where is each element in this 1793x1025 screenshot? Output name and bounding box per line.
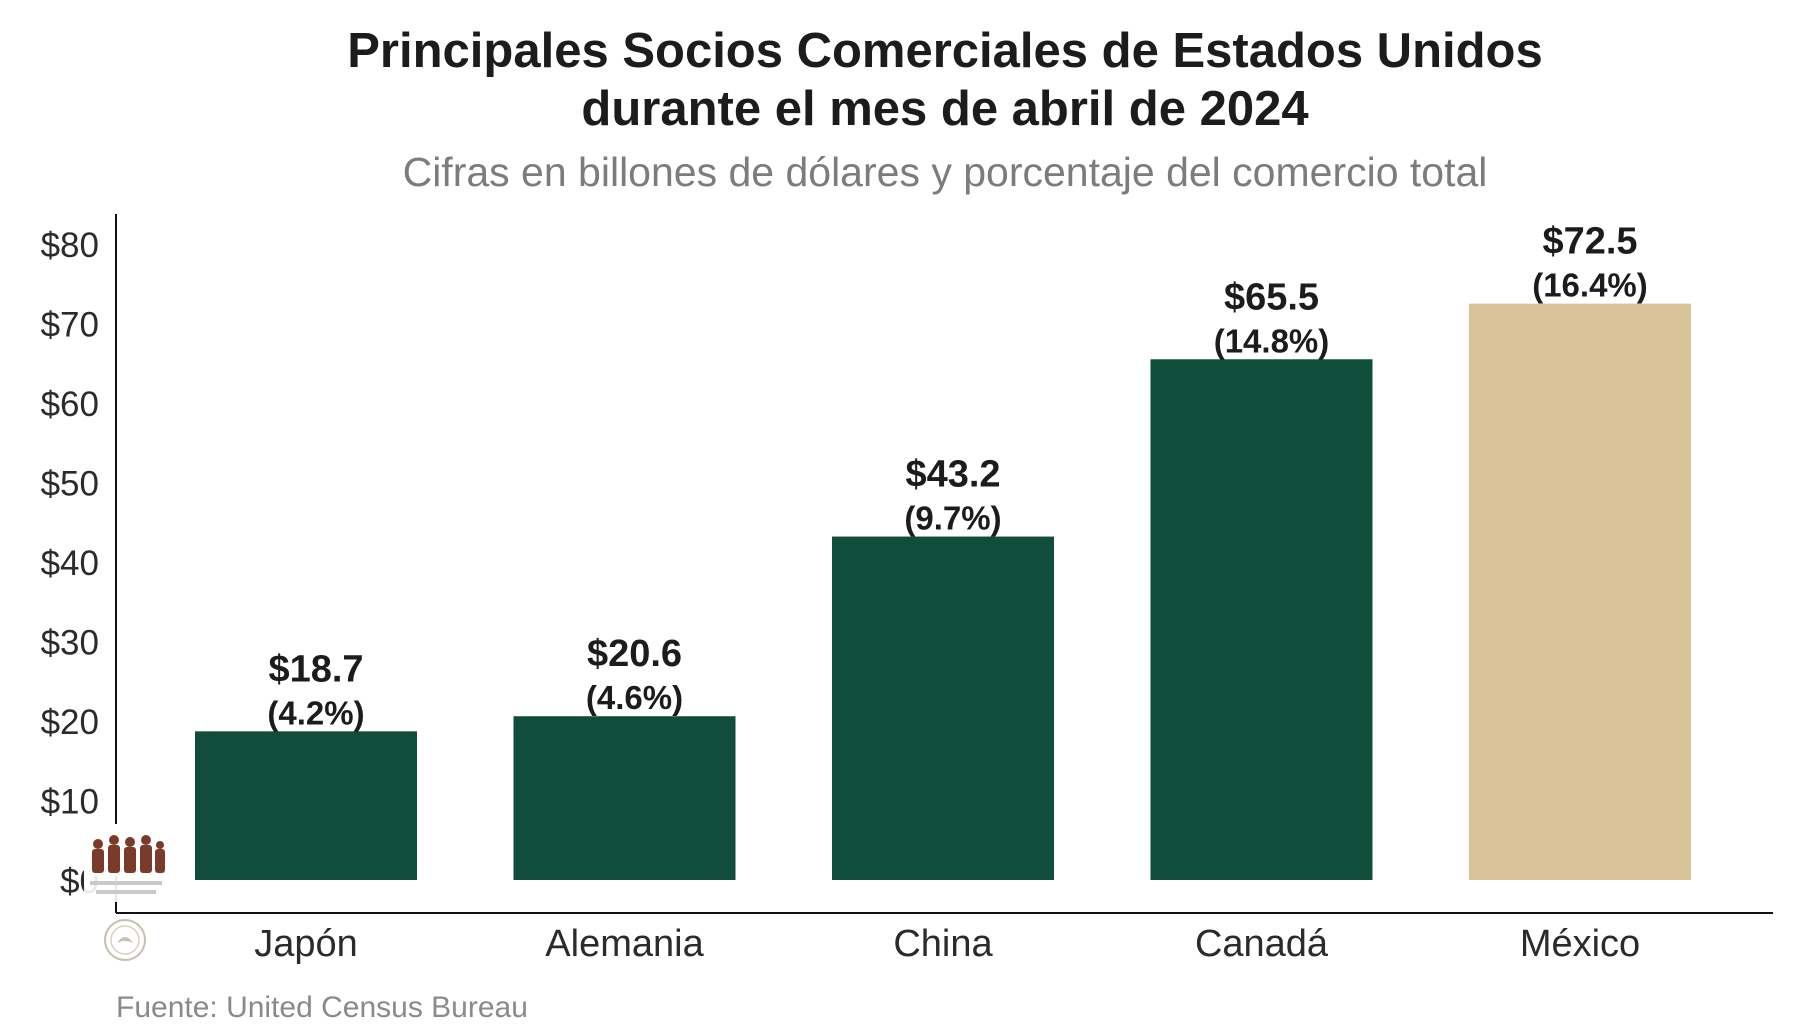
- bar: [1469, 303, 1691, 880]
- chart-title-line-1: Principales Socios Comerciales de Estado…: [347, 24, 1543, 78]
- y-tick-label: $60: [41, 385, 99, 424]
- y-tick-label: $30: [41, 624, 99, 663]
- bar: [1150, 359, 1373, 880]
- bar-value-label: $65.5: [1224, 276, 1319, 318]
- x-tick-label: Japón: [254, 923, 358, 965]
- bar: [832, 536, 1054, 880]
- x-ticks-layer: Japón Alemania China Canadá México: [254, 923, 1640, 965]
- national-emblem-eagle-icon: [104, 919, 146, 961]
- x-tick-label: Canadá: [1195, 923, 1329, 965]
- source-note: Fuente: United Census Bureau: [116, 991, 528, 1024]
- bar-percent-label: (4.6%): [586, 679, 683, 716]
- data-labels-layer: $18.7 (4.2%) $20.6 (4.6%) $43.2 (9.7%) $65.5 (1…: [267, 221, 1647, 732]
- chart-title-line-2: durante el mes de abril de 2024: [581, 82, 1309, 136]
- bar: [513, 716, 736, 880]
- bar-value-label: $72.5: [1542, 221, 1637, 263]
- bar-value-label: $18.7: [268, 648, 363, 690]
- chart-subtitle: Cifras en billones de dólares y porcenta…: [402, 149, 1488, 195]
- y-ticks-layer: $0$10$20$30$40$50$60$70$80: [41, 226, 99, 901]
- bar-percent-label: (16.4%): [1532, 267, 1648, 304]
- y-tick-label: $20: [41, 703, 99, 742]
- bar-percent-label: (4.2%): [267, 694, 364, 731]
- bar-percent-label: (9.7%): [904, 500, 1001, 537]
- x-tick-label: China: [893, 923, 993, 965]
- gobierno-de-mexico-seal-icon: [84, 824, 168, 902]
- bar-percent-label: (14.8%): [1214, 322, 1330, 359]
- y-tick-label: $10: [41, 783, 99, 822]
- x-tick-label: Alemania: [545, 923, 704, 965]
- bar-value-label: $43.2: [905, 454, 1000, 496]
- y-tick-label: $50: [41, 465, 99, 504]
- bar-chart: $18.7 (4.2%) $20.6 (4.6%) $43.2 (9.7%) $65.5 (1…: [41, 214, 1773, 965]
- y-tick-label: $40: [41, 544, 99, 583]
- y-tick-label: $80: [41, 226, 99, 265]
- y-tick-label: $70: [41, 306, 99, 345]
- x-tick-label: México: [1520, 923, 1640, 965]
- bars-layer: [195, 303, 1691, 880]
- bar-value-label: $20.6: [587, 633, 682, 675]
- chart-title: Principales Socios Comerciales de Estado…: [0, 22, 1793, 138]
- bar: [195, 731, 417, 880]
